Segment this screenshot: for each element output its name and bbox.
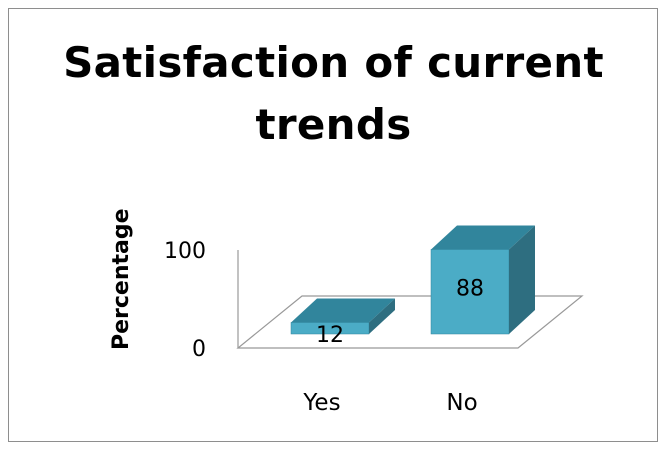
chart-frame	[8, 8, 658, 442]
bar-top-1	[431, 225, 535, 250]
bar-side-1	[509, 225, 535, 334]
y-axis-label: Percentage	[109, 208, 134, 350]
bar-side-0	[369, 298, 395, 334]
x-category-label-0: Yes	[302, 390, 340, 416]
axes-layer	[236, 250, 584, 349]
bar-top-0	[291, 298, 395, 323]
bar-no	[430, 225, 535, 335]
data-label-1: 88	[456, 277, 484, 302]
y-tick-label-1: 100	[164, 239, 206, 264]
data-label-0: 12	[316, 323, 344, 348]
bar-front-1	[430, 249, 510, 335]
chart-title-line-1: Satisfaction of current	[63, 38, 604, 87]
chart-title-line-2: trends	[255, 100, 412, 149]
bar-yes	[290, 298, 395, 335]
y-tick-label-0: 0	[192, 337, 206, 362]
labels-layer: 0 100 12 Yes 88 No	[164, 239, 484, 416]
bars-layer	[290, 225, 535, 335]
chart-floor	[236, 295, 584, 349]
x-category-label-1: No	[446, 390, 477, 416]
